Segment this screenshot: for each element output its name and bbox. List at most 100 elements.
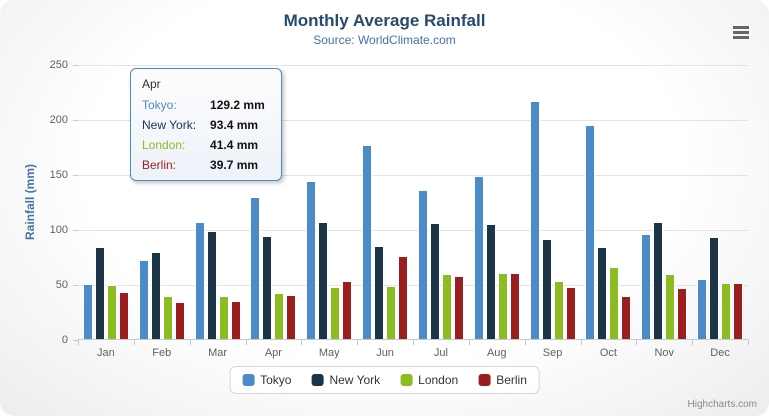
bar-new-york-feb[interactable] — [150, 252, 161, 339]
y-axis-tick — [73, 230, 78, 231]
bar-berlin-feb[interactable] — [174, 302, 185, 339]
bar-london-jul[interactable] — [441, 274, 452, 339]
bar-tokyo-aug[interactable] — [473, 176, 484, 339]
bar-london-may[interactable] — [330, 287, 341, 339]
legend-item-london[interactable]: London — [400, 373, 458, 387]
bar-berlin-dec[interactable] — [733, 283, 744, 339]
bar-tokyo-oct[interactable] — [585, 125, 596, 339]
bar-new-york-jan[interactable] — [94, 247, 105, 339]
bar-tokyo-mar[interactable] — [194, 222, 205, 339]
tooltip-series-value: 129.2 mm — [210, 98, 265, 112]
gridline — [78, 284, 748, 286]
x-axis-label: Sep — [542, 347, 563, 359]
y-axis-tick — [73, 340, 78, 341]
legend-item-new-york[interactable]: New York — [311, 373, 380, 387]
y-axis-label: 250 — [49, 59, 68, 71]
bar-tokyo-nov[interactable] — [641, 234, 652, 339]
x-axis-label: Feb — [152, 347, 172, 359]
x-axis-label: Jun — [376, 347, 394, 359]
bar-london-jun[interactable] — [386, 286, 397, 339]
bar-tokyo-may[interactable] — [306, 181, 317, 339]
bar-berlin-jan[interactable] — [118, 292, 129, 339]
legend-label: New York — [329, 373, 381, 387]
bar-new-york-may[interactable] — [318, 222, 329, 339]
tooltip-series-name: Berlin: — [142, 158, 177, 172]
bar-london-sep[interactable] — [553, 281, 564, 339]
chart-subtitle: Source: WorldClimate.com — [313, 33, 456, 47]
bar-group-apr — [246, 197, 302, 339]
bar-tokyo-jul[interactable] — [417, 190, 428, 339]
x-axis-label: Apr — [264, 347, 282, 359]
bar-berlin-oct[interactable] — [621, 296, 632, 339]
bar-london-feb[interactable] — [162, 296, 173, 339]
x-axis-tick — [580, 340, 582, 345]
x-axis-label: Oct — [599, 347, 617, 359]
bar-new-york-sep[interactable] — [541, 239, 552, 339]
x-axis-tick — [692, 340, 694, 345]
context-menu-button[interactable] — [731, 18, 751, 36]
bar-new-york-mar[interactable] — [206, 231, 217, 339]
bar-tokyo-apr[interactable] — [250, 197, 261, 339]
x-axis-tick — [78, 340, 79, 345]
bar-new-york-jul[interactable] — [429, 223, 440, 339]
bar-tokyo-jan[interactable] — [82, 284, 93, 339]
tooltip-rows: Tokyo: 129.2 mm New York: 93.4 mm London: 41.… — [142, 98, 270, 172]
x-axis-label: Aug — [486, 347, 507, 359]
bar-london-jan[interactable] — [106, 285, 117, 339]
bar-london-dec[interactable] — [721, 283, 732, 339]
bar-new-york-dec[interactable] — [709, 237, 720, 339]
legend-item-tokyo[interactable]: Tokyo — [242, 373, 291, 387]
legend-swatch — [400, 374, 413, 386]
bar-tokyo-sep[interactable] — [529, 101, 540, 339]
bar-berlin-mar[interactable] — [230, 301, 241, 339]
bar-group-jan — [78, 247, 134, 339]
x-axis-tick — [748, 340, 749, 345]
gridline — [78, 119, 748, 121]
bar-group-may — [301, 181, 357, 339]
bar-new-york-jun[interactable] — [374, 246, 385, 339]
legend-label: London — [418, 373, 459, 387]
bar-group-mar — [190, 222, 246, 339]
bar-london-aug[interactable] — [497, 273, 508, 339]
bar-london-apr[interactable] — [274, 293, 285, 339]
plot-area — [78, 64, 748, 340]
bar-london-oct[interactable] — [609, 267, 620, 339]
bar-group-aug — [469, 176, 525, 339]
tooltip: Apr Tokyo: 129.2 mm New York: 93.4 mm London… — [130, 68, 282, 181]
legend-item-berlin[interactable]: Berlin — [478, 373, 527, 387]
tooltip-series-value: 41.4 mm — [210, 138, 259, 152]
bar-new-york-aug[interactable] — [485, 224, 496, 339]
x-axis-tick — [636, 340, 638, 345]
credits-link[interactable]: Highcharts.com — [687, 399, 757, 410]
bar-group-jun — [357, 145, 413, 339]
bar-berlin-sep[interactable] — [565, 287, 576, 339]
bar-new-york-nov[interactable] — [653, 222, 664, 339]
bar-new-york-oct[interactable] — [597, 247, 608, 339]
bar-berlin-nov[interactable] — [677, 288, 688, 339]
bar-london-nov[interactable] — [665, 274, 676, 339]
bar-berlin-jul[interactable] — [453, 276, 464, 339]
bar-tokyo-dec[interactable] — [697, 279, 708, 339]
bar-group-feb — [134, 252, 190, 339]
y-axis-label: 100 — [49, 224, 68, 236]
bar-tokyo-jun[interactable] — [362, 145, 373, 339]
legend-swatch — [311, 374, 324, 386]
x-axis-tick — [133, 340, 135, 345]
bar-berlin-aug[interactable] — [509, 273, 520, 339]
bar-tokyo-feb[interactable] — [138, 260, 149, 339]
y-axis-tick — [73, 65, 78, 66]
x-axis-tick — [357, 340, 359, 345]
legend: Tokyo New York London Berlin — [229, 366, 540, 394]
bar-group-dec — [692, 237, 748, 339]
x-axis-tick — [245, 340, 247, 345]
bar-berlin-apr[interactable] — [286, 295, 297, 339]
bar-london-mar[interactable] — [218, 296, 229, 339]
x-axis-tick — [301, 340, 303, 345]
bar-new-york-apr[interactable] — [262, 236, 273, 339]
legend-swatch — [242, 374, 255, 386]
tooltip-series-name: New York: — [142, 118, 197, 132]
tooltip-series-name: Tokyo: — [142, 98, 177, 112]
x-axis-label: Jul — [433, 347, 448, 359]
bar-berlin-may[interactable] — [342, 281, 353, 339]
bar-berlin-jun[interactable] — [398, 256, 409, 339]
